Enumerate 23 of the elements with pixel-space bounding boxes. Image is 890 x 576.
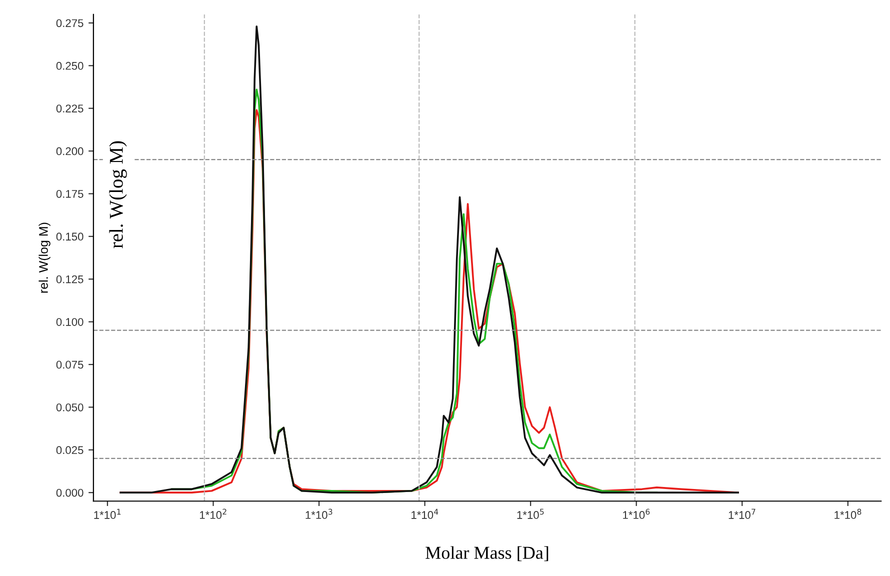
y-tick-label: 0.150 [56,232,84,241]
y-tick-label: 0.200 [56,147,84,156]
y-tick-label: 0.050 [56,403,84,412]
x-tick-label: 1*10$^{8}$ [834,508,862,519]
x-tick-label: 1*10$^{6}$ [623,508,650,519]
y-tick-label: 0.250 [56,62,84,70]
y-tick-label: 0.275 [56,19,84,28]
x-tick-label: 1*10$^{4}$ [412,508,438,519]
y-tick-label: 0.025 [56,446,84,454]
x-tick-label: 1*10$^{1}$ [94,508,121,519]
x-tick-label: 1*10$^{2}$ [200,508,226,519]
x-tick-label: 1*10$^{7}$ [728,508,756,519]
y-axis-title: rel. W(log M) [38,222,50,293]
y-tick-label: 0.000 [56,488,84,497]
y-tick-label: 0.225 [56,104,84,112]
y-tick-label: 0.175 [56,190,84,198]
x-tick-label: 1*10$^{3}$ [306,508,332,519]
y-tick-label: 0.075 [56,360,84,369]
annotation: rel. W(log M) [109,141,127,248]
y-tick-label: 0.100 [56,318,84,326]
x-axis-title: Molar Mass [Da] [426,546,548,562]
y-tick-label: 0.125 [56,275,84,284]
x-tick-label: 1*10$^{5}$ [517,508,544,519]
